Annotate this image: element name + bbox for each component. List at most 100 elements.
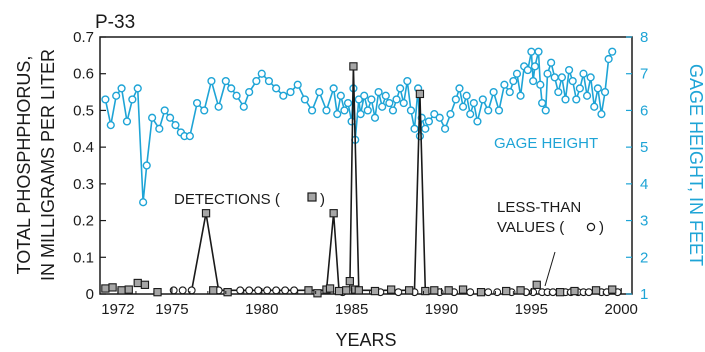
gage-height-point [466,109,475,119]
detection-point [153,288,162,297]
y-right-tick-label: 7 [640,66,648,83]
gage-height-point [421,124,430,133]
gage-height-point [572,95,581,104]
gage-height-point [536,80,545,89]
gage-height-point [340,106,349,115]
gage-height-point [593,84,602,93]
detection-point [404,286,414,295]
gage-height-point [207,76,216,86]
gage-height-point [575,84,584,93]
gage-height-point [399,98,408,108]
gage-height-point [523,65,532,75]
gage-height-point [455,84,464,93]
detection-point [370,286,380,296]
gage-height-point [396,84,405,93]
gage-height-point [516,91,525,100]
gage-height-point [440,124,450,133]
gage-height-point [374,87,383,97]
gage-height-point [512,69,522,78]
less-than-point [548,288,557,297]
gage-height-point [112,91,121,100]
gage-height-point [221,76,230,86]
detections-annotation-close: ) [320,191,325,208]
y-left-tick-label: 0.7 [73,29,94,46]
gage-height-point [410,124,419,133]
gage-height-point [554,87,563,97]
gage-height-point [582,91,592,100]
gage-height-point [286,87,295,97]
y-right-tick-label: 8 [640,29,648,46]
x-tick-label: 1995 [515,301,548,318]
less-than-annotation: LESS-THAN VALUES ( ) [497,199,604,287]
gage-height-point [424,117,434,126]
less-than-point [272,286,281,295]
y-right-tick-label: 1 [640,286,648,303]
gage-height-point [568,76,577,86]
gage-height-point [600,87,610,97]
less-than-point [466,288,475,297]
detections-annotation: DETECTIONS ( ) [174,191,325,208]
gage-height-point [473,117,482,126]
plot-area [99,36,633,295]
gage-height-point [336,91,345,100]
gage-height-point [415,132,425,141]
gage-height-point [122,117,132,126]
y-axis-title-left-line1: TOTAL PHOSPHPHORUS, [14,56,34,275]
y-left-tick-label: 0.5 [73,102,94,119]
detections-annotation-text: DETECTIONS ( [174,191,280,208]
y-right-tick-label: 2 [640,249,648,266]
y-left-tick-label: 0.6 [73,66,94,83]
gage-height-point [356,109,365,119]
x-tick-label: 1975 [155,301,188,318]
panel-label: P-33 [95,12,135,33]
detection-point [421,286,430,296]
gage-height-point [329,84,338,93]
gage-height-point [586,73,595,82]
gage-height-point [360,91,369,100]
less-than-point [187,286,196,295]
less-than-legend-marker [586,222,596,232]
gage-height-annotation: GAGE HEIGHT [494,135,598,152]
y-right-tick-label: 6 [640,102,648,119]
detection-point [223,288,232,297]
gage-height-point [293,80,302,89]
gage-height-point [214,102,223,111]
less-than-point [263,286,272,295]
gage-height-point [543,69,552,78]
gage-height-point [541,106,550,115]
gage-height-point [315,87,324,97]
gage-height-point [232,91,241,100]
gage-height-point [534,47,543,56]
detection-point [209,286,218,295]
gage-height-point [279,91,288,100]
gage-height-point [322,106,331,115]
detection-point [342,286,351,295]
gage-height-point [435,113,444,122]
gage-height-point [185,132,194,141]
gage-height-point [564,65,574,75]
gage-height-point [494,106,504,115]
gage-height-point [148,113,157,122]
gage-height-point [354,95,363,104]
gage-height-point [381,91,390,100]
detection-point [140,280,150,289]
less-than-point [493,288,502,297]
detection-point [329,209,338,218]
gage-height-point [139,198,148,207]
gage-height-point [307,106,317,115]
detection-point [476,288,486,297]
y-axis-right: 1 2 3 4 5 6 7 8 [626,29,648,303]
gage-height-point [128,95,137,104]
gage-height-point [530,62,540,71]
x-axis: 1972 1975 1980 1985 1990 1995 2000 [101,288,638,318]
detection-point [608,285,617,294]
gage-height-point [557,73,567,82]
gage-height-point [239,102,248,111]
gage-height-point [385,98,394,108]
detections-legend-marker [307,192,317,202]
gage-height-point [165,113,175,122]
gage-height-point [529,76,538,86]
less-than-point [584,288,593,297]
x-tick-label: 1985 [335,301,368,318]
